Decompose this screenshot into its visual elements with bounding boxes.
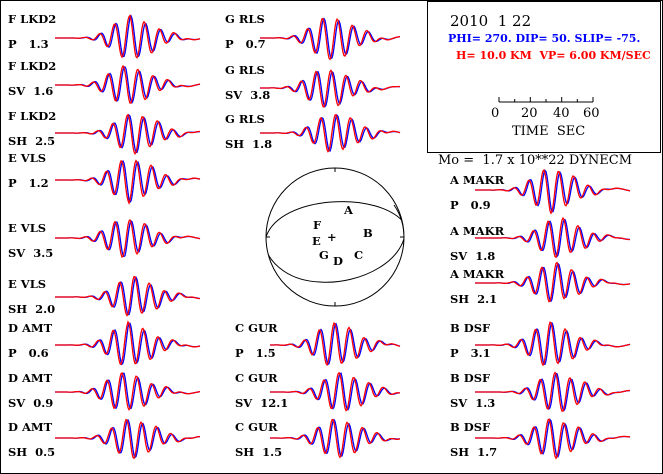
trace-station-label: D AMT xyxy=(8,420,53,434)
scale-tick-0: 0 xyxy=(491,106,500,121)
trace-component-amplitude: SH 2.1 xyxy=(450,292,498,306)
observed-trace xyxy=(260,69,401,108)
scale-tick-40: 40 xyxy=(553,106,570,121)
event-date: 2010 1 22 xyxy=(450,12,532,30)
trace-station-label: A MAKR xyxy=(450,224,505,238)
observed-trace xyxy=(55,159,201,205)
observed-trace xyxy=(55,14,201,59)
scale-tick-60: 60 xyxy=(583,106,600,121)
trace-component-amplitude: SV 1.6 xyxy=(8,84,54,98)
trace-station-label: A MAKR xyxy=(450,267,505,281)
trace-component-amplitude: P 1.2 xyxy=(8,176,49,190)
trace-station-label: G RLS xyxy=(225,63,265,77)
observed-trace xyxy=(260,17,401,61)
trace-station-label: F LKD2 xyxy=(8,12,57,26)
observed-trace xyxy=(55,218,201,258)
trace-station-label: B DSF xyxy=(450,420,491,434)
observed-trace xyxy=(55,275,201,317)
waveforms xyxy=(55,14,631,460)
trace-component-amplitude: P 3.1 xyxy=(450,346,491,360)
event-info-box: 2010 1 22 PHI= 270. DIP= 50. SLIP= -75. … xyxy=(427,1,661,153)
observed-trace xyxy=(475,321,631,367)
trace-component-amplitude: P 0.6 xyxy=(8,346,49,360)
observed-trace xyxy=(475,418,631,460)
observed-trace xyxy=(55,320,201,366)
trace-station-label: G RLS xyxy=(225,112,265,126)
synthetic-trace xyxy=(55,322,201,366)
trace-component-amplitude: SV 1.3 xyxy=(450,396,496,410)
station-mark-d: D xyxy=(333,254,343,268)
trace-station-label: E VLS xyxy=(8,277,47,291)
depth-velocity: H= 10.0 KM VP= 6.00 KM/SEC xyxy=(456,49,651,62)
mechanism-params: PHI= 270. DIP= 50. SLIP= -75. xyxy=(448,32,641,45)
trace-component-amplitude: P 1.5 xyxy=(235,346,276,360)
station-mark-b: B xyxy=(363,226,373,240)
observed-trace xyxy=(55,418,200,460)
trace-component-amplitude: SV 3.5 xyxy=(8,246,54,260)
station-mark-e: E xyxy=(312,234,321,248)
trace-component-amplitude: P 1.3 xyxy=(8,37,49,51)
trace-component-amplitude: P 0.7 xyxy=(225,37,266,51)
center-mark: + xyxy=(327,230,337,244)
trace-station-label: D AMT xyxy=(8,371,53,385)
observed-trace xyxy=(475,371,630,412)
observed-trace xyxy=(270,418,401,459)
trace-component-amplitude: SH 1.5 xyxy=(235,445,283,459)
observed-trace xyxy=(55,64,201,104)
trace-component-amplitude: SH 1.7 xyxy=(450,445,498,459)
trace-station-label: A MAKR xyxy=(450,173,505,187)
trace-station-label: C GUR xyxy=(235,371,278,385)
trace-station-label: C GUR xyxy=(235,420,278,434)
station-mark-c: C xyxy=(354,248,364,262)
observed-trace xyxy=(475,261,631,303)
trace-station-label: F LKD2 xyxy=(8,59,57,73)
observed-trace xyxy=(55,113,201,156)
trace-station-label: D AMT xyxy=(8,321,53,335)
trace-station-label: E VLS xyxy=(8,221,47,235)
nodal-plane-1 xyxy=(266,201,404,283)
observed-trace xyxy=(270,321,401,367)
trace-component-amplitude: SH 1.8 xyxy=(225,137,273,151)
trace-station-label: C GUR xyxy=(235,321,278,335)
station-mark-f: F xyxy=(313,218,322,232)
observed-trace xyxy=(55,371,201,411)
trace-component-amplitude: P 0.9 xyxy=(450,198,491,212)
synthetic-trace xyxy=(55,276,201,316)
trace-component-amplitude: SV 1.8 xyxy=(450,249,496,263)
trace-component-amplitude: SV 12.1 xyxy=(235,396,289,410)
trace-station-label: B DSF xyxy=(450,371,491,385)
trace-component-amplitude: SV 3.8 xyxy=(225,88,271,102)
trace-component-amplitude: SH 2.5 xyxy=(8,134,56,148)
trace-component-amplitude: SH 2.0 xyxy=(8,302,56,316)
seismic-moment: Mo = 1.7 x 10**22 DYNECM xyxy=(438,153,633,168)
trace-station-label: G RLS xyxy=(225,12,265,26)
trace-station-label: E VLS xyxy=(8,151,47,165)
observed-trace xyxy=(475,169,631,215)
observed-trace xyxy=(475,216,631,259)
station-mark-a: A xyxy=(344,203,353,217)
time-scale-bar xyxy=(498,97,594,103)
observed-trace xyxy=(260,113,401,153)
trace-component-amplitude: SV 0.9 xyxy=(8,396,54,410)
station-mark-g: G xyxy=(319,248,329,262)
trace-component-amplitude: SH 0.5 xyxy=(8,445,56,459)
observed-trace xyxy=(270,371,401,412)
scale-tick-20: 20 xyxy=(521,106,538,121)
trace-station-label: F LKD2 xyxy=(8,109,57,123)
trace-station-label: B DSF xyxy=(450,321,491,335)
scale-label: TIME SEC xyxy=(512,124,586,139)
